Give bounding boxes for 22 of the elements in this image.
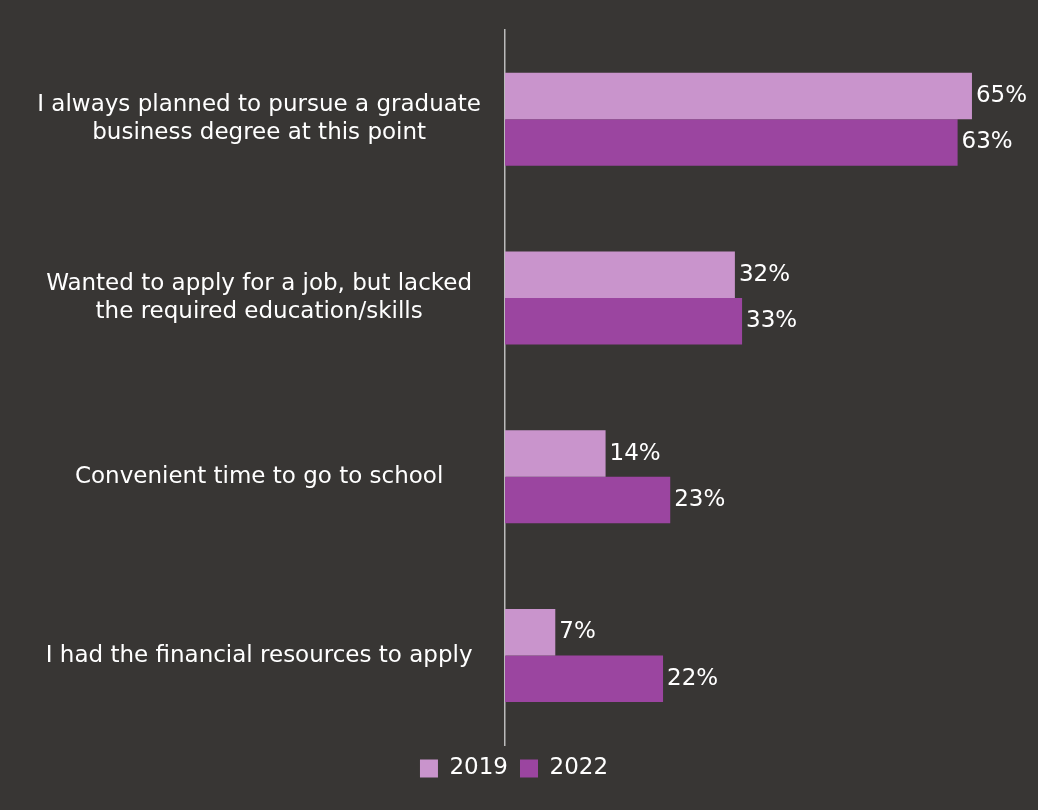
data-label: 23%	[674, 485, 726, 512]
data-label: 33%	[746, 306, 798, 333]
legend-label: 2022	[549, 753, 609, 780]
bar	[505, 119, 958, 166]
data-label: 14%	[609, 438, 661, 465]
y-tick-label: I always planned to pursue a graduate business degree at this point	[37, 90, 482, 144]
bar	[505, 609, 556, 656]
bar	[505, 655, 664, 703]
y-tick-label: I had the financial resources to apply	[45, 640, 473, 667]
bar	[505, 476, 671, 524]
data-label: 32%	[738, 259, 791, 286]
data-label: 7%	[559, 617, 596, 644]
bar	[505, 72, 972, 120]
data-label: 22%	[667, 663, 719, 690]
bar	[505, 430, 606, 477]
bar	[505, 298, 743, 345]
legend-label: 2019	[449, 753, 509, 780]
data-label: 63%	[961, 127, 1013, 154]
bar	[505, 251, 735, 298]
y-tick-label: Convenient time to go to school	[74, 461, 444, 488]
y-tick-label: Wanted to apply for a job, but lacked the required education/skills	[46, 269, 473, 323]
data-label: 65%	[975, 80, 1028, 107]
